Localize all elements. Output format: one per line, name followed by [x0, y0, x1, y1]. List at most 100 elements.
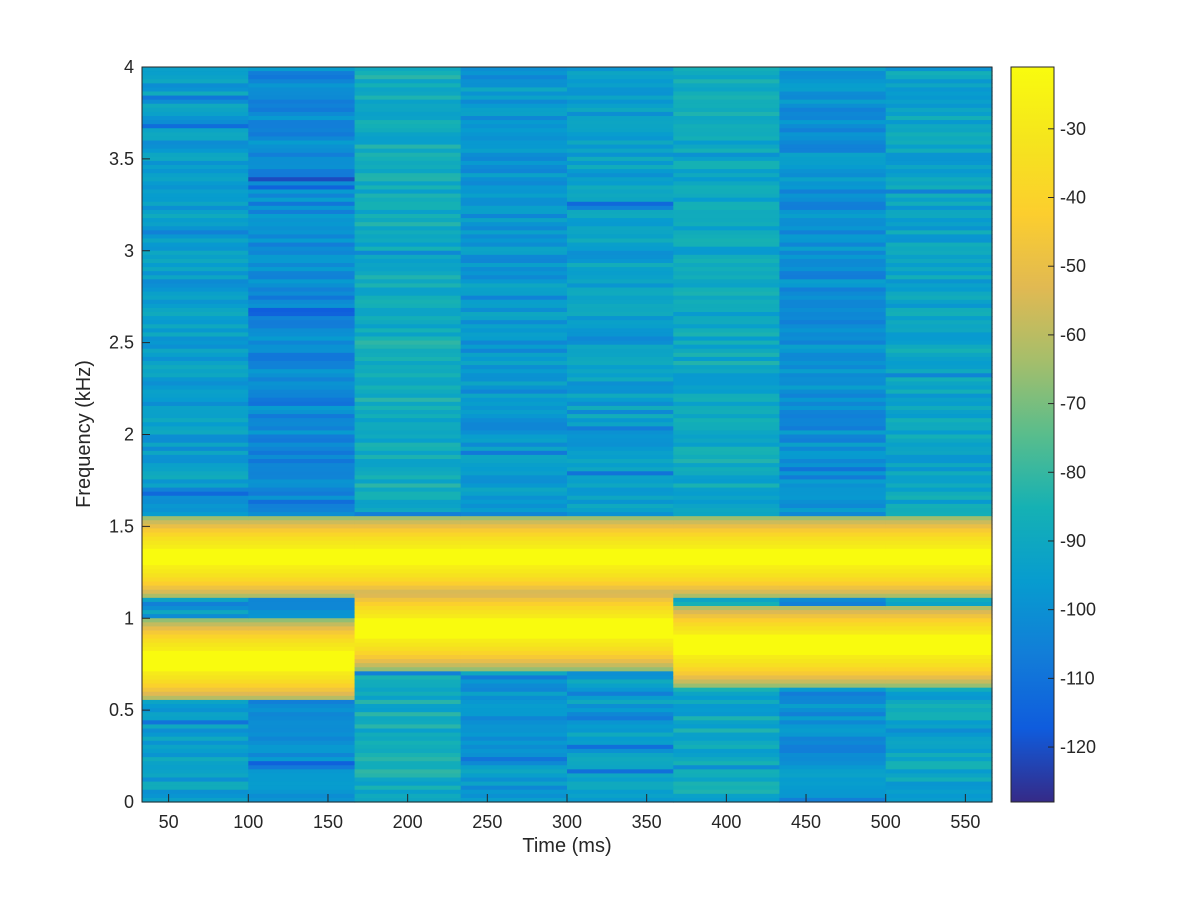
heatmap-cell	[885, 687, 993, 693]
heatmap-cell	[885, 606, 993, 611]
heatmap-cell	[248, 508, 356, 513]
heatmap-cell	[460, 99, 568, 105]
heatmap-cell	[354, 646, 462, 652]
heatmap-cell	[779, 753, 887, 758]
heatmap-cell	[142, 785, 249, 791]
heatmap-cell	[142, 744, 249, 750]
heatmap-cell	[142, 475, 249, 481]
heatmap-cell	[567, 699, 674, 705]
x-tick-label: 300	[552, 812, 582, 832]
heatmap-cell	[567, 683, 674, 689]
heatmap-cell	[673, 699, 781, 705]
heatmap-cell	[460, 271, 568, 276]
heatmap-cell	[779, 450, 887, 456]
heatmap-cell	[567, 320, 674, 325]
heatmap-cell	[354, 267, 462, 272]
heatmap-cell	[673, 107, 781, 113]
colorbar	[1010, 66, 1055, 803]
heatmap-cell	[248, 226, 356, 231]
heatmap-cell	[779, 630, 887, 636]
heatmap-cell	[354, 283, 462, 289]
heatmap-cell	[885, 197, 993, 203]
heatmap-cell	[779, 152, 887, 158]
heatmap-cell	[142, 160, 249, 166]
heatmap-cell	[354, 442, 462, 448]
heatmap-cell	[779, 377, 887, 383]
heatmap-cell	[567, 691, 674, 697]
heatmap-cell	[354, 389, 462, 395]
heatmap-cell	[567, 238, 674, 244]
heatmap-cell	[885, 83, 993, 89]
heatmap-cell	[779, 87, 887, 93]
heatmap-cell	[885, 320, 993, 325]
heatmap-cell	[885, 356, 993, 362]
heatmap-cell	[460, 675, 568, 681]
heatmap-cell	[779, 128, 887, 133]
heatmap-cell	[885, 663, 993, 668]
heatmap-cell	[248, 430, 356, 436]
heatmap-cell	[142, 181, 249, 187]
heatmap-cell	[142, 781, 249, 787]
heatmap-cell	[567, 606, 674, 611]
colorbar-tick-label: -100	[1060, 600, 1096, 620]
heatmap-cell	[885, 773, 993, 779]
heatmap-cell	[567, 532, 674, 538]
heatmap-cell	[885, 479, 993, 485]
heatmap-cell	[248, 83, 356, 89]
heatmap-cell	[567, 381, 674, 387]
heatmap-cell	[885, 246, 993, 252]
heatmap-cell	[142, 569, 249, 574]
heatmap-cell	[142, 124, 249, 129]
heatmap-cell	[354, 655, 462, 660]
spectrogram-frame	[673, 67, 781, 803]
heatmap-cell	[885, 287, 993, 293]
heatmap-cell	[142, 565, 249, 570]
heatmap-cell	[567, 593, 674, 599]
heatmap-cell	[142, 699, 249, 705]
heatmap-cell	[142, 650, 249, 656]
heatmap-cell	[354, 401, 462, 407]
heatmap-cell	[779, 103, 887, 109]
heatmap-cell	[248, 793, 356, 799]
heatmap-cell	[142, 667, 249, 672]
heatmap-cell	[354, 528, 462, 534]
heatmap-cell	[142, 446, 249, 452]
heatmap-cell	[248, 716, 356, 721]
heatmap-cell	[460, 393, 568, 399]
heatmap-cell	[142, 789, 249, 795]
heatmap-cell	[567, 655, 674, 660]
heatmap-cell	[354, 336, 462, 342]
heatmap-cell	[354, 373, 462, 378]
heatmap-cell	[779, 401, 887, 407]
heatmap-cell	[779, 573, 887, 579]
heatmap-cell	[779, 471, 887, 476]
heatmap-cell	[567, 405, 674, 411]
heatmap-cell	[354, 328, 462, 334]
heatmap-cell	[460, 361, 568, 366]
heatmap-cell	[885, 107, 993, 113]
heatmap-cell	[354, 201, 462, 207]
heatmap-cell	[248, 312, 356, 317]
heatmap-cell	[354, 508, 462, 513]
heatmap-cell	[142, 275, 249, 280]
heatmap-cell	[885, 128, 993, 133]
heatmap-cell	[354, 405, 462, 411]
heatmap-cell	[142, 450, 249, 456]
heatmap-cell	[248, 699, 356, 705]
heatmap-cell	[248, 479, 356, 485]
heatmap-cell	[779, 361, 887, 366]
heatmap-cell	[460, 103, 568, 109]
heatmap-cell	[248, 577, 356, 583]
heatmap-cell	[567, 646, 674, 652]
heatmap-cell	[460, 332, 568, 338]
heatmap-cell	[354, 785, 462, 791]
heatmap-cell	[248, 552, 356, 558]
heatmap-cell	[779, 479, 887, 485]
heatmap-cell	[673, 160, 781, 166]
heatmap-cell	[248, 773, 356, 779]
heatmap-cell	[354, 258, 462, 264]
heatmap-cell	[567, 638, 674, 644]
heatmap-cell	[673, 593, 781, 599]
heatmap-cell	[142, 254, 249, 260]
heatmap-cell	[248, 483, 356, 489]
